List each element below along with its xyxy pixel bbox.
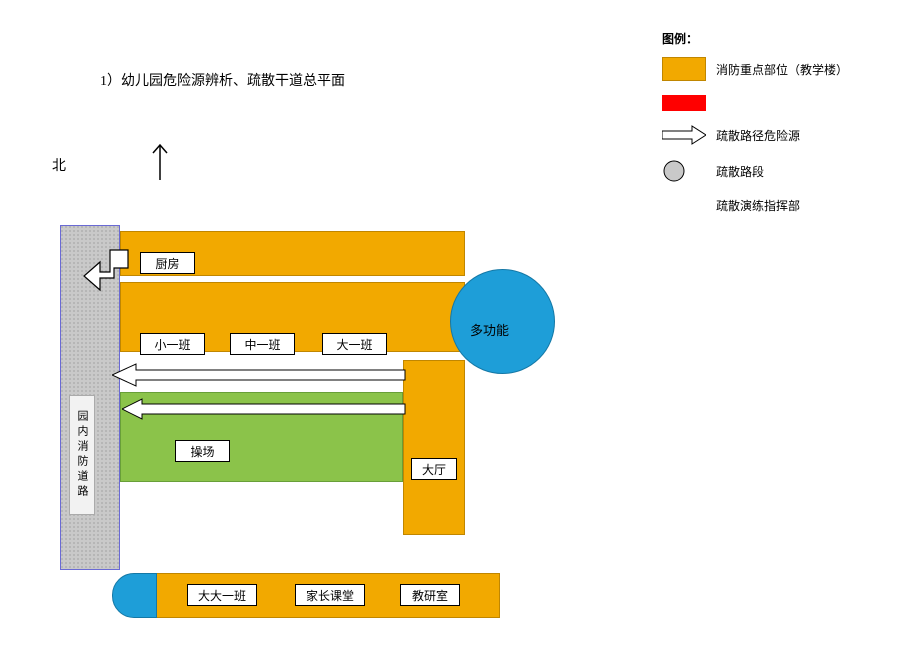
legend-text-4: 疏散路段 [716,163,764,180]
north-label: 北 [52,155,66,175]
kitchen-label: 厨房 [140,252,195,274]
hall-block [403,360,465,535]
class-small1-label: 小一班 [140,333,205,355]
evac-arrow-upper-icon [112,362,407,388]
legend-item-2 [662,95,848,111]
legend-title: 图例： [662,30,848,47]
parent-class-label: 家长课堂 [295,584,365,606]
legend-swatch-red [662,95,706,111]
fire-road-label-box: 园内消防道路 [69,395,95,515]
page-title: 1）幼儿园危险源辨析、疏散干道总平面 [100,70,345,90]
legend-text-1: 消防重点部位（教学楼） [716,61,848,78]
playground-label: 操场 [175,440,230,462]
multi-function-label: 多功能 [470,320,509,339]
evac-arrow-lower-icon [122,398,407,420]
fire-road-label: 园内消防道路 [74,410,90,500]
legend-circle-icon [662,159,686,183]
legend-item-1: 消防重点部位（教学楼） [662,57,848,81]
class-mid1-label: 中一班 [230,333,295,355]
hall-label: 大厅 [411,458,457,480]
bottom-blue-cap [112,573,157,618]
legend-item-3: 疏散路径危险源 [662,125,848,145]
legend-item-4: 疏散路段 [662,159,848,183]
legend-swatch-orange [662,57,706,81]
legend-item-5: 疏散演练指挥部 [662,197,848,214]
north-arrow-icon [150,140,170,185]
legend-arrow-icon [662,125,706,145]
legend-block: 图例： 消防重点部位（教学楼） 疏散路径危险源 疏散路段 疏散演练指挥部 [662,30,848,228]
research-label: 教研室 [400,584,460,606]
class-bigbig1-label: 大大一班 [187,584,257,606]
legend-text-5: 疏散演练指挥部 [716,197,800,214]
legend-text-3: 疏散路径危险源 [716,127,800,144]
class-big1-label: 大一班 [322,333,387,355]
